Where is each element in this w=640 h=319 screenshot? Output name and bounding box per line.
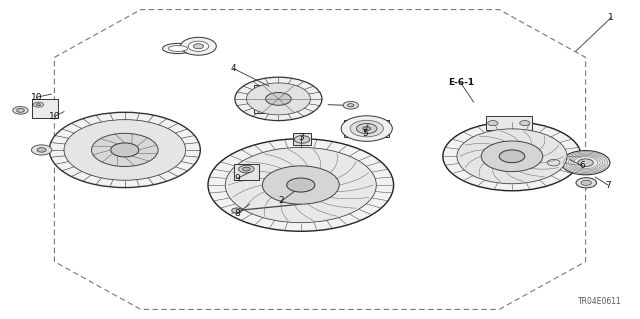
Circle shape [37,148,46,152]
Circle shape [232,208,242,213]
Circle shape [111,143,139,157]
Circle shape [246,83,310,115]
Text: 10: 10 [31,93,42,102]
Circle shape [92,133,158,167]
Circle shape [363,127,371,130]
Bar [486,116,532,130]
Circle shape [350,120,383,137]
Circle shape [33,102,44,107]
Circle shape [356,123,377,134]
Ellipse shape [168,46,188,51]
Text: 5: 5 [362,130,367,138]
Circle shape [348,104,354,107]
Text: E-6-1: E-6-1 [448,78,474,87]
Circle shape [266,93,291,105]
Circle shape [343,101,358,109]
Circle shape [208,139,394,231]
Text: 2: 2 [279,197,284,205]
Circle shape [520,121,530,126]
Circle shape [36,104,40,106]
Bar [293,133,311,145]
Circle shape [235,77,322,121]
Ellipse shape [163,43,193,54]
Text: 4: 4 [231,64,236,73]
Circle shape [578,159,593,167]
Circle shape [499,150,525,163]
Circle shape [49,112,200,188]
Circle shape [243,167,250,171]
Text: 8: 8 [234,209,239,218]
Circle shape [64,120,186,180]
Circle shape [17,108,24,112]
Text: 9: 9 [234,174,239,183]
Circle shape [239,165,254,173]
Circle shape [481,141,543,172]
Bar [254,85,289,113]
Circle shape [443,122,581,191]
Text: 3: 3 [298,133,303,142]
Text: TR04E0611: TR04E0611 [579,297,622,306]
Circle shape [13,107,28,114]
Bar [234,164,259,180]
Circle shape [488,121,498,126]
Circle shape [581,180,591,185]
Circle shape [547,160,560,166]
Text: 1: 1 [609,13,614,22]
Circle shape [576,178,596,188]
Circle shape [457,129,567,184]
Text: 7: 7 [605,181,611,189]
Circle shape [180,37,216,55]
Circle shape [193,44,204,49]
Text: 6: 6 [580,161,585,170]
Circle shape [31,145,52,155]
Text: 10: 10 [49,112,60,121]
Circle shape [341,116,392,141]
Circle shape [561,151,610,175]
Circle shape [287,178,315,192]
Circle shape [294,136,310,143]
Circle shape [262,166,339,204]
Circle shape [225,147,376,223]
Bar [32,99,58,118]
Bar [344,120,389,137]
Circle shape [188,41,209,51]
